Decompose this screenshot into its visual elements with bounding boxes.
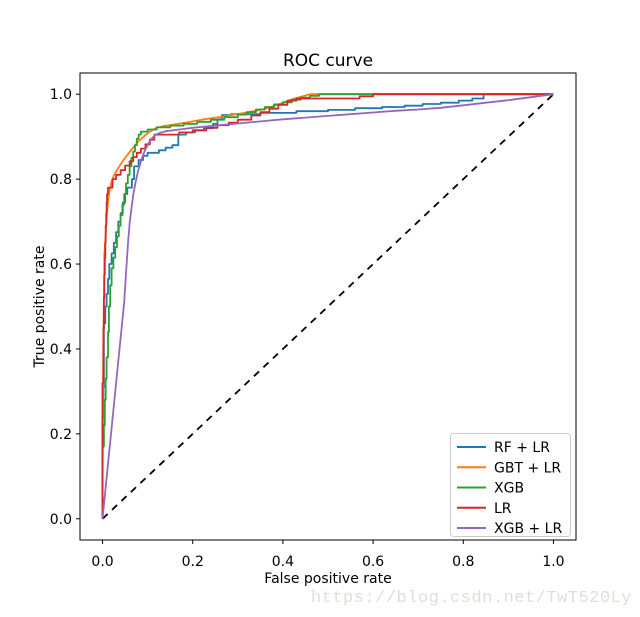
series-line-rf-lr xyxy=(101,93,554,519)
y-tick-label: 0.4 xyxy=(50,342,72,358)
legend: RF + LR GBT + LR XGB LR XGB + LR xyxy=(450,433,571,537)
x-tick-label: 0.4 xyxy=(272,554,294,570)
y-tick-label: 1.0 xyxy=(50,87,72,103)
y-tick-label: 0.2 xyxy=(50,427,72,443)
y-axis-label: True positive rate xyxy=(32,246,48,369)
axes-frame xyxy=(79,72,577,541)
legend-label: XGB + LR xyxy=(494,521,562,537)
x-tick-label: 0.2 xyxy=(182,554,204,570)
y-tick-label: 0.0 xyxy=(50,512,72,528)
series-line-xgb-lr xyxy=(101,93,554,519)
legend-label: GBT + LR xyxy=(494,460,561,476)
legend-label: LR xyxy=(494,501,512,517)
legend-label: XGB xyxy=(494,481,524,497)
legend-entry: LR xyxy=(457,501,512,517)
legend-box xyxy=(450,433,571,537)
watermark: https://blog.csdn.net/TwT520Ly xyxy=(310,589,632,608)
y-tick-label: 0.6 xyxy=(50,257,72,273)
series-line-lr xyxy=(101,93,554,519)
x-tick-label: 1.0 xyxy=(542,554,564,570)
x-tick-label: 0.6 xyxy=(362,554,384,570)
legend-entry: XGB xyxy=(457,481,524,497)
x-tick-label: 0.0 xyxy=(91,554,113,570)
series-line-xgb xyxy=(101,93,554,519)
legend-entry: GBT + LR xyxy=(457,460,561,476)
y-tick-label: 0.8 xyxy=(50,172,72,188)
x-tick-label: 0.8 xyxy=(452,554,474,570)
legend-entry: RF + LR xyxy=(457,440,550,456)
x-axis-label: False positive rate xyxy=(264,571,391,587)
legend-entry: XGB + LR xyxy=(457,521,562,537)
legend-label: RF + LR xyxy=(494,440,550,456)
chart-title: ROC curve xyxy=(283,51,373,71)
